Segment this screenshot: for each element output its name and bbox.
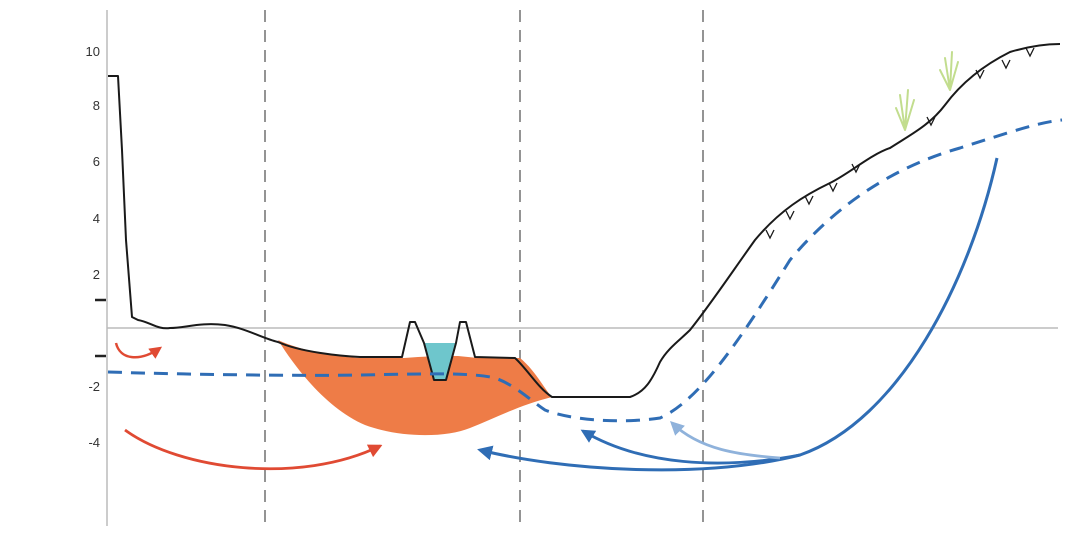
- arrow-icon: [669, 421, 781, 460]
- y-tick-label: 4: [93, 211, 100, 226]
- terrain-profile: [108, 43, 1061, 398]
- y-tick-label: 8: [93, 98, 100, 113]
- groundwater-table: [107, 118, 1063, 423]
- arrow-icon: [580, 429, 801, 465]
- arrow-icon: [114, 342, 163, 359]
- y-tick-label: -2: [88, 379, 100, 394]
- sediment-body: [278, 340, 552, 436]
- arrow-icon: [124, 428, 383, 471]
- y-tick-label: 10: [86, 44, 100, 59]
- hillside-markers: [765, 47, 1035, 240]
- arrow-icon: [477, 157, 999, 472]
- y-axis-ticks: 10 8 6 4 2 -2 -4: [86, 44, 100, 450]
- section-dividers: [264, 10, 704, 526]
- grass-icon: [895, 51, 959, 131]
- y-tick-label: 2: [93, 267, 100, 282]
- y-tick-label: -4: [88, 435, 100, 450]
- y-tick-label: 6: [93, 154, 100, 169]
